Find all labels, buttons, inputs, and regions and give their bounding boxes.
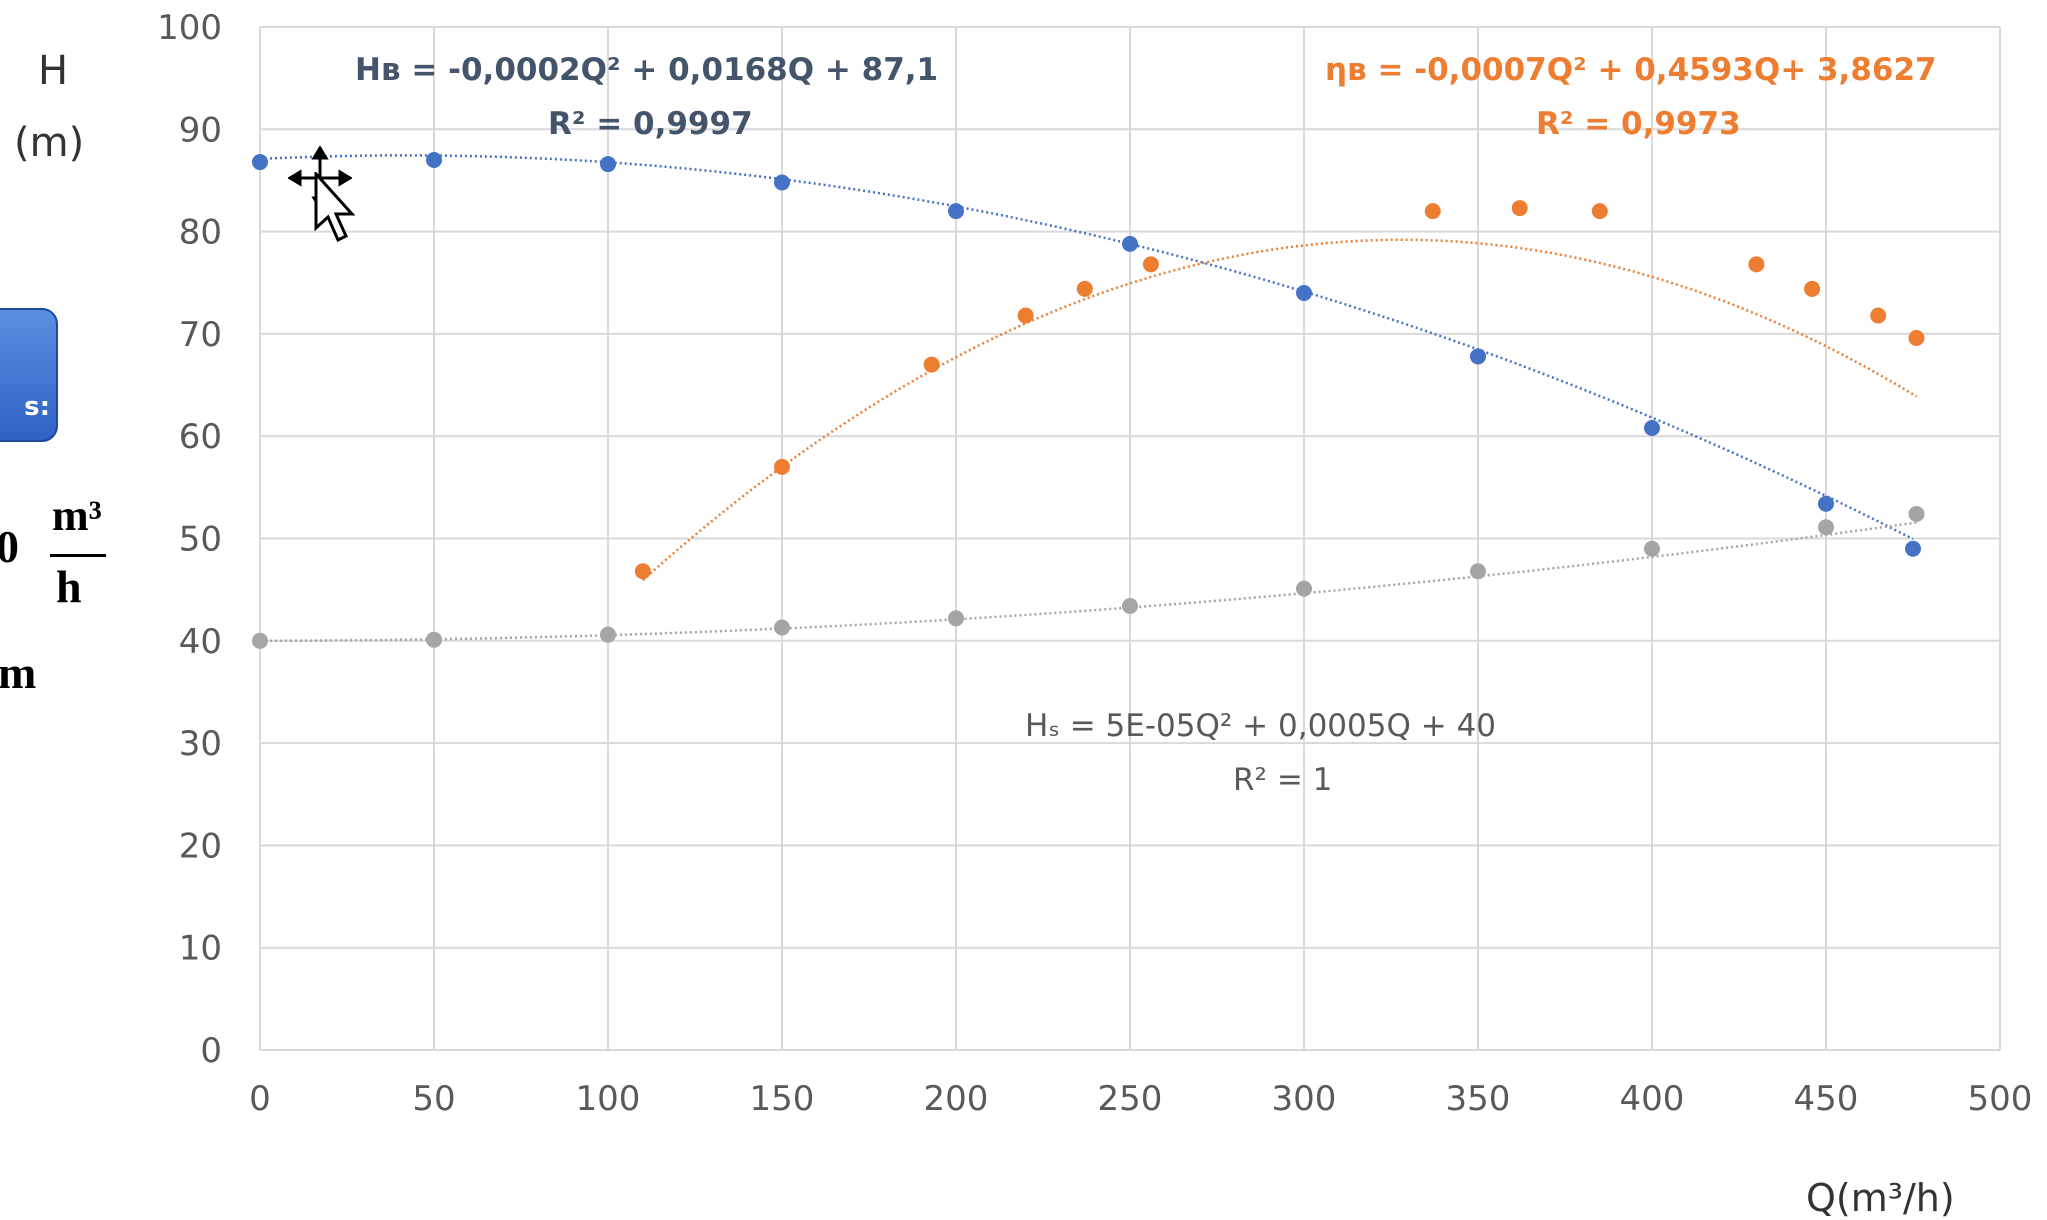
arrow-pointer-icon [314, 172, 356, 243]
y-axis-label-h: H [38, 48, 69, 94]
data-point-2 [1908, 505, 1925, 522]
data-point-2 [1296, 580, 1312, 597]
data-point-0 [1122, 235, 1138, 252]
y-tick-label: 10 [179, 929, 222, 969]
data-point-0 [252, 154, 268, 171]
y-tick-label: 20 [179, 826, 222, 866]
x-tick-label: 450 [1794, 1079, 1859, 1119]
data-point-2 [1470, 563, 1486, 580]
data-point-1 [923, 356, 940, 373]
data-point-1 [1017, 307, 1034, 324]
eta-r2: R² = 0,9973 [1536, 106, 1741, 142]
data-point-1 [634, 563, 651, 580]
data-point-1 [1424, 203, 1441, 220]
data-point-2 [774, 619, 790, 636]
hs-equation: Hₛ = 5E-05Q² + 0,0005Q + 40 [1025, 708, 1497, 744]
x-tick-label: 400 [1620, 1079, 1685, 1119]
x-tick-label: 300 [1272, 1079, 1337, 1119]
unit-numerator: m³ [52, 491, 102, 540]
trendline-1 [641, 238, 1918, 582]
x-tick-label: 250 [1098, 1079, 1163, 1119]
y-tick-label: 80 [179, 213, 222, 253]
trendline-2 [260, 521, 1917, 643]
y-axis-label-unit: (m) [14, 120, 85, 166]
data-point-0 [1296, 284, 1312, 301]
hs-r2: R² = 1 [1233, 762, 1333, 798]
data-point-2 [600, 626, 616, 643]
data-point-1 [1511, 200, 1528, 217]
data-point-1 [1591, 203, 1608, 220]
data-point-2 [252, 632, 268, 649]
data-point-2 [948, 610, 964, 627]
y-tick-label: 30 [179, 724, 222, 764]
data-point-1 [774, 458, 790, 475]
x-tick-label: 200 [924, 1079, 989, 1119]
data-point-0 [426, 151, 442, 168]
y-tick-label: 60 [179, 417, 222, 457]
x-tick-label: 150 [750, 1079, 815, 1119]
unit-denominator: h [56, 561, 82, 612]
data-point-0 [948, 203, 964, 220]
unit-m: m [0, 647, 37, 698]
fraction-bar [50, 554, 106, 557]
data-point-1 [1748, 256, 1765, 273]
data-point-2 [1644, 540, 1660, 557]
data-point-2 [1122, 598, 1138, 615]
data-point-1 [1804, 280, 1821, 297]
x-tick-label: 50 [412, 1079, 455, 1119]
data-point-1 [1870, 307, 1887, 324]
y-tick-label: 70 [179, 315, 222, 355]
hb-equation: Hʙ = -0,0002Q² + 0,0168Q + 87,1 [355, 52, 939, 88]
x-tick-label: 0 [249, 1079, 271, 1119]
data-point-0 [1644, 420, 1660, 437]
data-point-1 [1076, 280, 1093, 297]
data-point-2 [1818, 519, 1834, 536]
data-point-2 [426, 631, 442, 648]
x-tick-label: 500 [1968, 1079, 2033, 1119]
data-point-0 [1905, 540, 1921, 557]
eta-equation: ηʙ = -0,0007Q² + 0,4593Q+ 3,8627 [1325, 52, 1937, 88]
data-point-0 [774, 174, 790, 191]
x-tick-label: 100 [576, 1079, 641, 1119]
trendline-0 [259, 154, 1914, 541]
side-button[interactable]: s: [0, 308, 58, 442]
y-tick-label: 50 [179, 520, 222, 560]
unit-numerator-prefix: 0 [0, 521, 19, 572]
data-point-0 [600, 156, 616, 173]
side-button-label: s: [24, 392, 50, 422]
data-point-1 [1142, 256, 1159, 273]
data-point-0 [1818, 495, 1834, 512]
x-tick-label: 350 [1446, 1079, 1511, 1119]
data-point-1 [1908, 329, 1925, 346]
y-tick-label: 0 [200, 1031, 222, 1071]
hb-r2: R² = 0,9997 [548, 106, 753, 142]
y-tick-label: 90 [179, 110, 222, 150]
y-tick-label: 100 [157, 8, 222, 48]
data-point-0 [1470, 348, 1486, 365]
x-axis-label: Q(m³/h) [1806, 1176, 1955, 1220]
y-tick-label: 40 [179, 622, 222, 662]
